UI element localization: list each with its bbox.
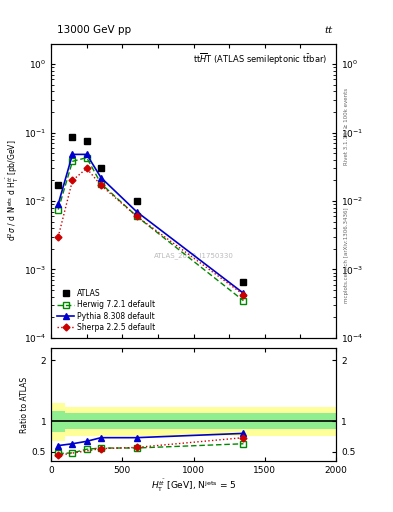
- Text: Rivet 3.1.10, ≥ 100k events: Rivet 3.1.10, ≥ 100k events: [344, 88, 349, 164]
- Legend: ATLAS, Herwig 7.2.1 default, Pythia 8.308 default, Sherpa 2.2.5 default: ATLAS, Herwig 7.2.1 default, Pythia 8.30…: [55, 287, 158, 334]
- Text: mcplots.cern.ch [arXiv:1306.3436]: mcplots.cern.ch [arXiv:1306.3436]: [344, 208, 349, 303]
- Text: ATLAS_2019_I1750330: ATLAS_2019_I1750330: [154, 252, 233, 259]
- Y-axis label: Ratio to ATLAS: Ratio to ATLAS: [20, 376, 29, 433]
- Text: 13000 GeV pp: 13000 GeV pp: [57, 25, 131, 35]
- X-axis label: $H_{\rm T}^{t\bar{t}}$ [GeV], N$^{\rm jets}$ = 5: $H_{\rm T}^{t\bar{t}}$ [GeV], N$^{\rm je…: [151, 477, 236, 494]
- Text: tt$\overline{H}$T (ATLAS semileptonic t$\bar{t}$bar): tt$\overline{H}$T (ATLAS semileptonic t$…: [193, 52, 327, 68]
- Text: tt: tt: [325, 26, 333, 35]
- Y-axis label: d$^2\sigma$ / d N$^{\rm jets}$ d H$_{\rm T}^{t\bar{t}}$ [pb/GeV]: d$^2\sigma$ / d N$^{\rm jets}$ d H$_{\rm…: [5, 140, 21, 242]
